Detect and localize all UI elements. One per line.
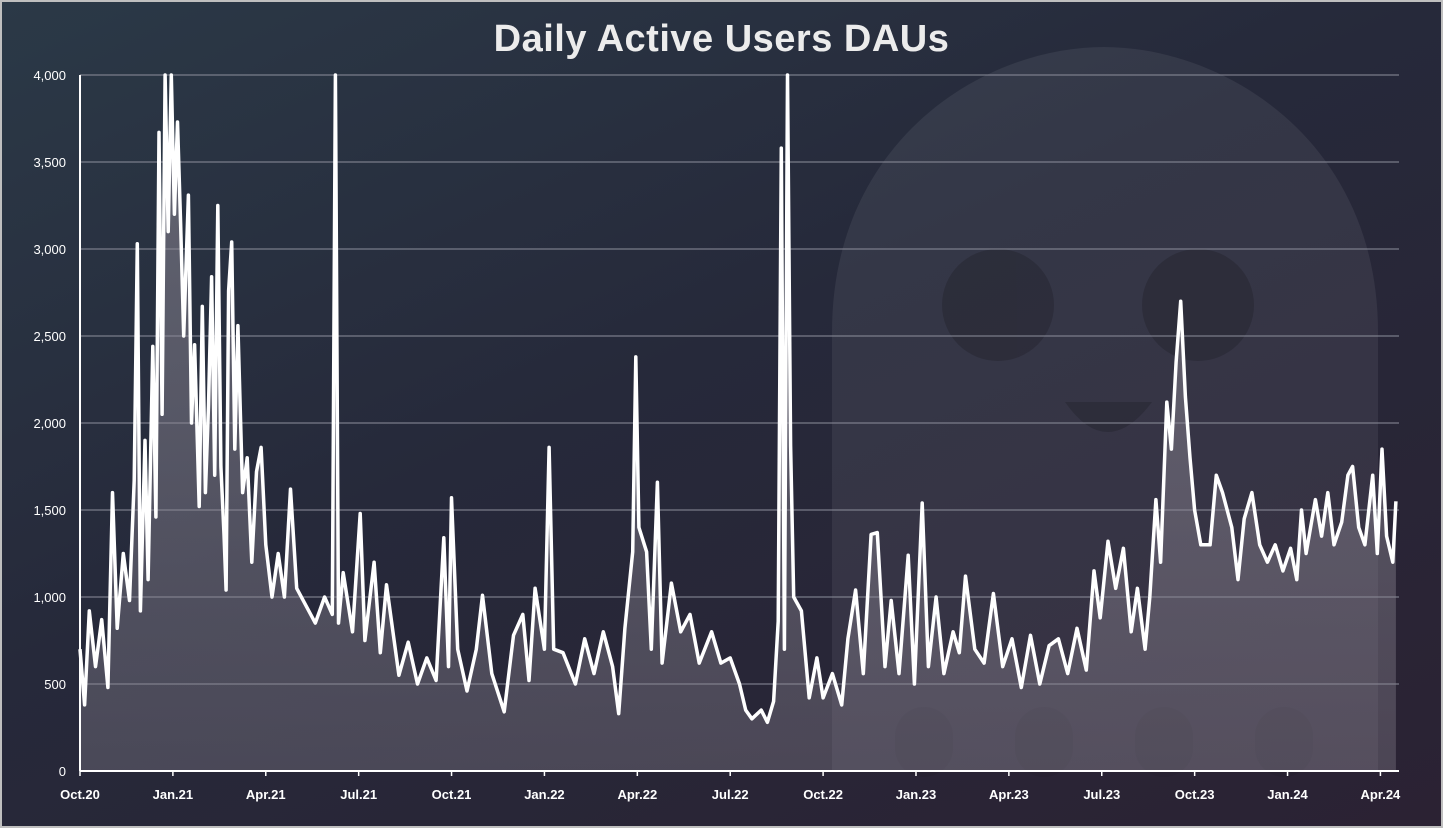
x-tick-label: Jan.21 — [153, 787, 193, 802]
series-line — [78, 73, 1398, 725]
series-area — [80, 75, 1396, 771]
x-axis-tick-labels: Oct.20 Jan.21 Apr.21 Jul.21 Oct.21 Jan.22 Apr.… — [60, 771, 1402, 802]
y-axis-tick-labels: 0 500 1,000 1,500 2,000 2,500 3,000 3,500 4,000 — [33, 68, 66, 779]
x-tick-label: Oct.22 — [803, 787, 843, 802]
y-tick-label: 4,000 — [33, 68, 66, 83]
y-tick-label: 1,500 — [33, 503, 66, 518]
chart-title: Daily Active Users DAUs — [493, 18, 950, 60]
y-tick-label: 3,500 — [33, 155, 66, 170]
y-tick-label: 3,000 — [33, 242, 66, 257]
x-tick-label: Jul.21 — [340, 787, 377, 802]
y-tick-label: 1,000 — [33, 590, 66, 605]
x-tick-label: Jan.24 — [1267, 787, 1308, 802]
x-tick-label: Apr.24 — [1361, 787, 1402, 802]
x-tick-label: Jan.23 — [896, 787, 936, 802]
x-tick-label: Apr.21 — [246, 787, 286, 802]
x-tick-label: Jul.22 — [712, 787, 749, 802]
x-tick-label: Apr.22 — [617, 787, 657, 802]
x-tick-label: Apr.23 — [989, 787, 1029, 802]
y-tick-label: 0 — [59, 764, 66, 779]
x-tick-label: Oct.20 — [60, 787, 100, 802]
y-tick-label: 2,500 — [33, 329, 66, 344]
ghost-eyes-icon — [942, 249, 1254, 432]
x-tick-label: Jan.22 — [524, 787, 564, 802]
y-tick-label: 2,000 — [33, 416, 66, 431]
x-tick-label: Oct.21 — [432, 787, 472, 802]
x-tick-label: Oct.23 — [1175, 787, 1215, 802]
y-tick-label: 500 — [44, 677, 66, 692]
x-tick-label: Jul.23 — [1083, 787, 1120, 802]
